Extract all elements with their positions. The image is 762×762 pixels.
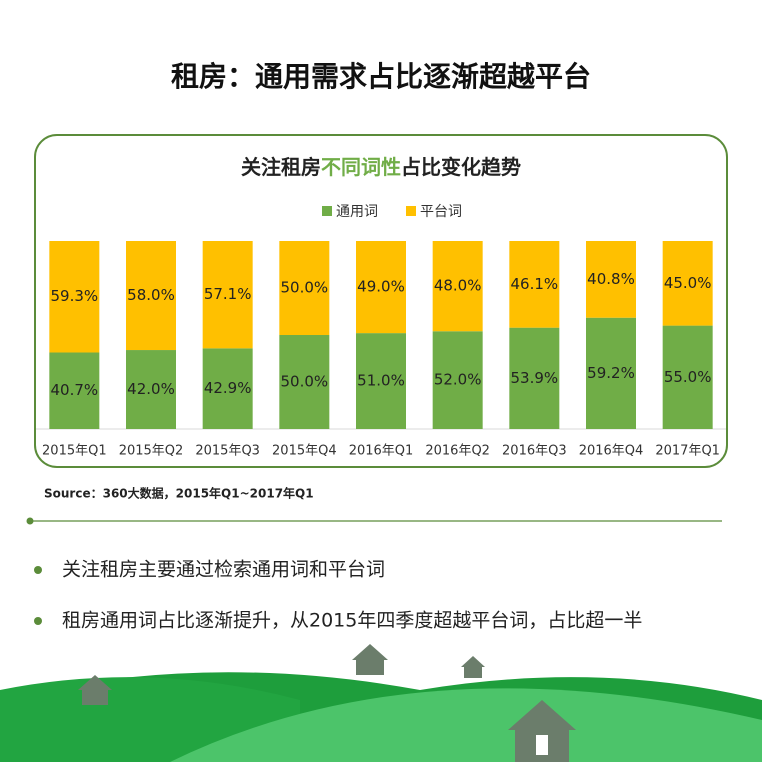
bar-segment [202, 241, 253, 349]
landscape [0, 644, 762, 762]
bullet-dot [34, 617, 42, 625]
bar-segment [126, 350, 176, 429]
value-label: 58.0% [127, 286, 175, 304]
bar-segment [356, 241, 406, 334]
bar-segment [509, 241, 560, 328]
legend-label: 通用词 [336, 204, 378, 220]
source: Source：360大数据，2015年Q1~2017年Q1 [44, 486, 314, 501]
value-label: 55.0% [664, 368, 712, 386]
value-label: 51.0% [357, 372, 405, 390]
bar-segment [126, 241, 176, 351]
x-tick-label: 2015年Q1 [42, 444, 107, 459]
chart-title-highlight: 不同词性 [321, 155, 401, 179]
legend-label: 平台词 [420, 204, 462, 220]
value-label: 59.3% [51, 287, 99, 305]
value-label: 40.8% [587, 270, 635, 288]
value-label: 40.7% [51, 381, 99, 399]
value-label: 50.0% [281, 373, 329, 391]
x-tick-label: 2016年Q4 [579, 444, 644, 459]
value-label: 50.0% [281, 279, 329, 297]
bar-segment [202, 348, 253, 429]
value-label: 45.0% [664, 274, 712, 292]
bar-segment [279, 241, 330, 335]
value-label: 52.0% [434, 371, 482, 389]
bar-segment [49, 241, 100, 353]
value-label: 49.0% [357, 278, 405, 296]
value-label: 46.1% [511, 275, 559, 293]
bar-segment [586, 317, 636, 429]
bar-segment [49, 352, 100, 429]
chart-title-part: 关注租房 [241, 155, 321, 179]
legend-swatch [406, 206, 416, 216]
bullet-dot [34, 566, 42, 574]
page-title: 租房：通用需求占比逐渐超越平台 [171, 60, 591, 93]
bar-segment [662, 241, 713, 326]
value-label: 42.0% [127, 380, 175, 398]
value-label: 57.1% [204, 285, 252, 303]
x-tick-label: 2015年Q3 [195, 444, 260, 459]
bar-segment [432, 331, 483, 429]
bar-segment [279, 335, 330, 429]
bar-segment [509, 327, 560, 429]
divider-dot [26, 517, 34, 525]
chart-title: 关注租房不同词性占比变化趋势 [241, 155, 521, 179]
x-tick-label: 2017年Q1 [655, 444, 720, 459]
x-tick-label: 2015年Q4 [272, 444, 337, 459]
x-tick-label: 2016年Q2 [425, 444, 490, 459]
bullet-text: 租房通用词占比逐渐提升，从2015年四季度超越平台词，占比超一半 [62, 610, 642, 632]
bullet-text: 关注租房主要通过检索通用词和平台词 [62, 559, 385, 581]
value-label: 53.9% [511, 369, 559, 387]
x-tick-label: 2016年Q1 [349, 444, 414, 459]
value-label: 42.9% [204, 379, 252, 397]
x-tick-label: 2015年Q2 [119, 444, 184, 459]
value-label: 48.0% [434, 277, 482, 295]
bar-segment [586, 241, 636, 318]
bar-segment [432, 241, 483, 332]
legend-swatch [322, 206, 332, 216]
bar-segment [662, 325, 713, 429]
x-tick-label: 2016年Q3 [502, 444, 567, 459]
chart-title-part: 占比变化趋势 [401, 155, 521, 179]
value-label: 59.2% [587, 364, 635, 382]
plot: 通用词 平台词 2015年Q1 40.7% 59.3% 2015年Q2 42.0% 58.0%… [36, 204, 726, 459]
bar-segment [356, 333, 406, 429]
